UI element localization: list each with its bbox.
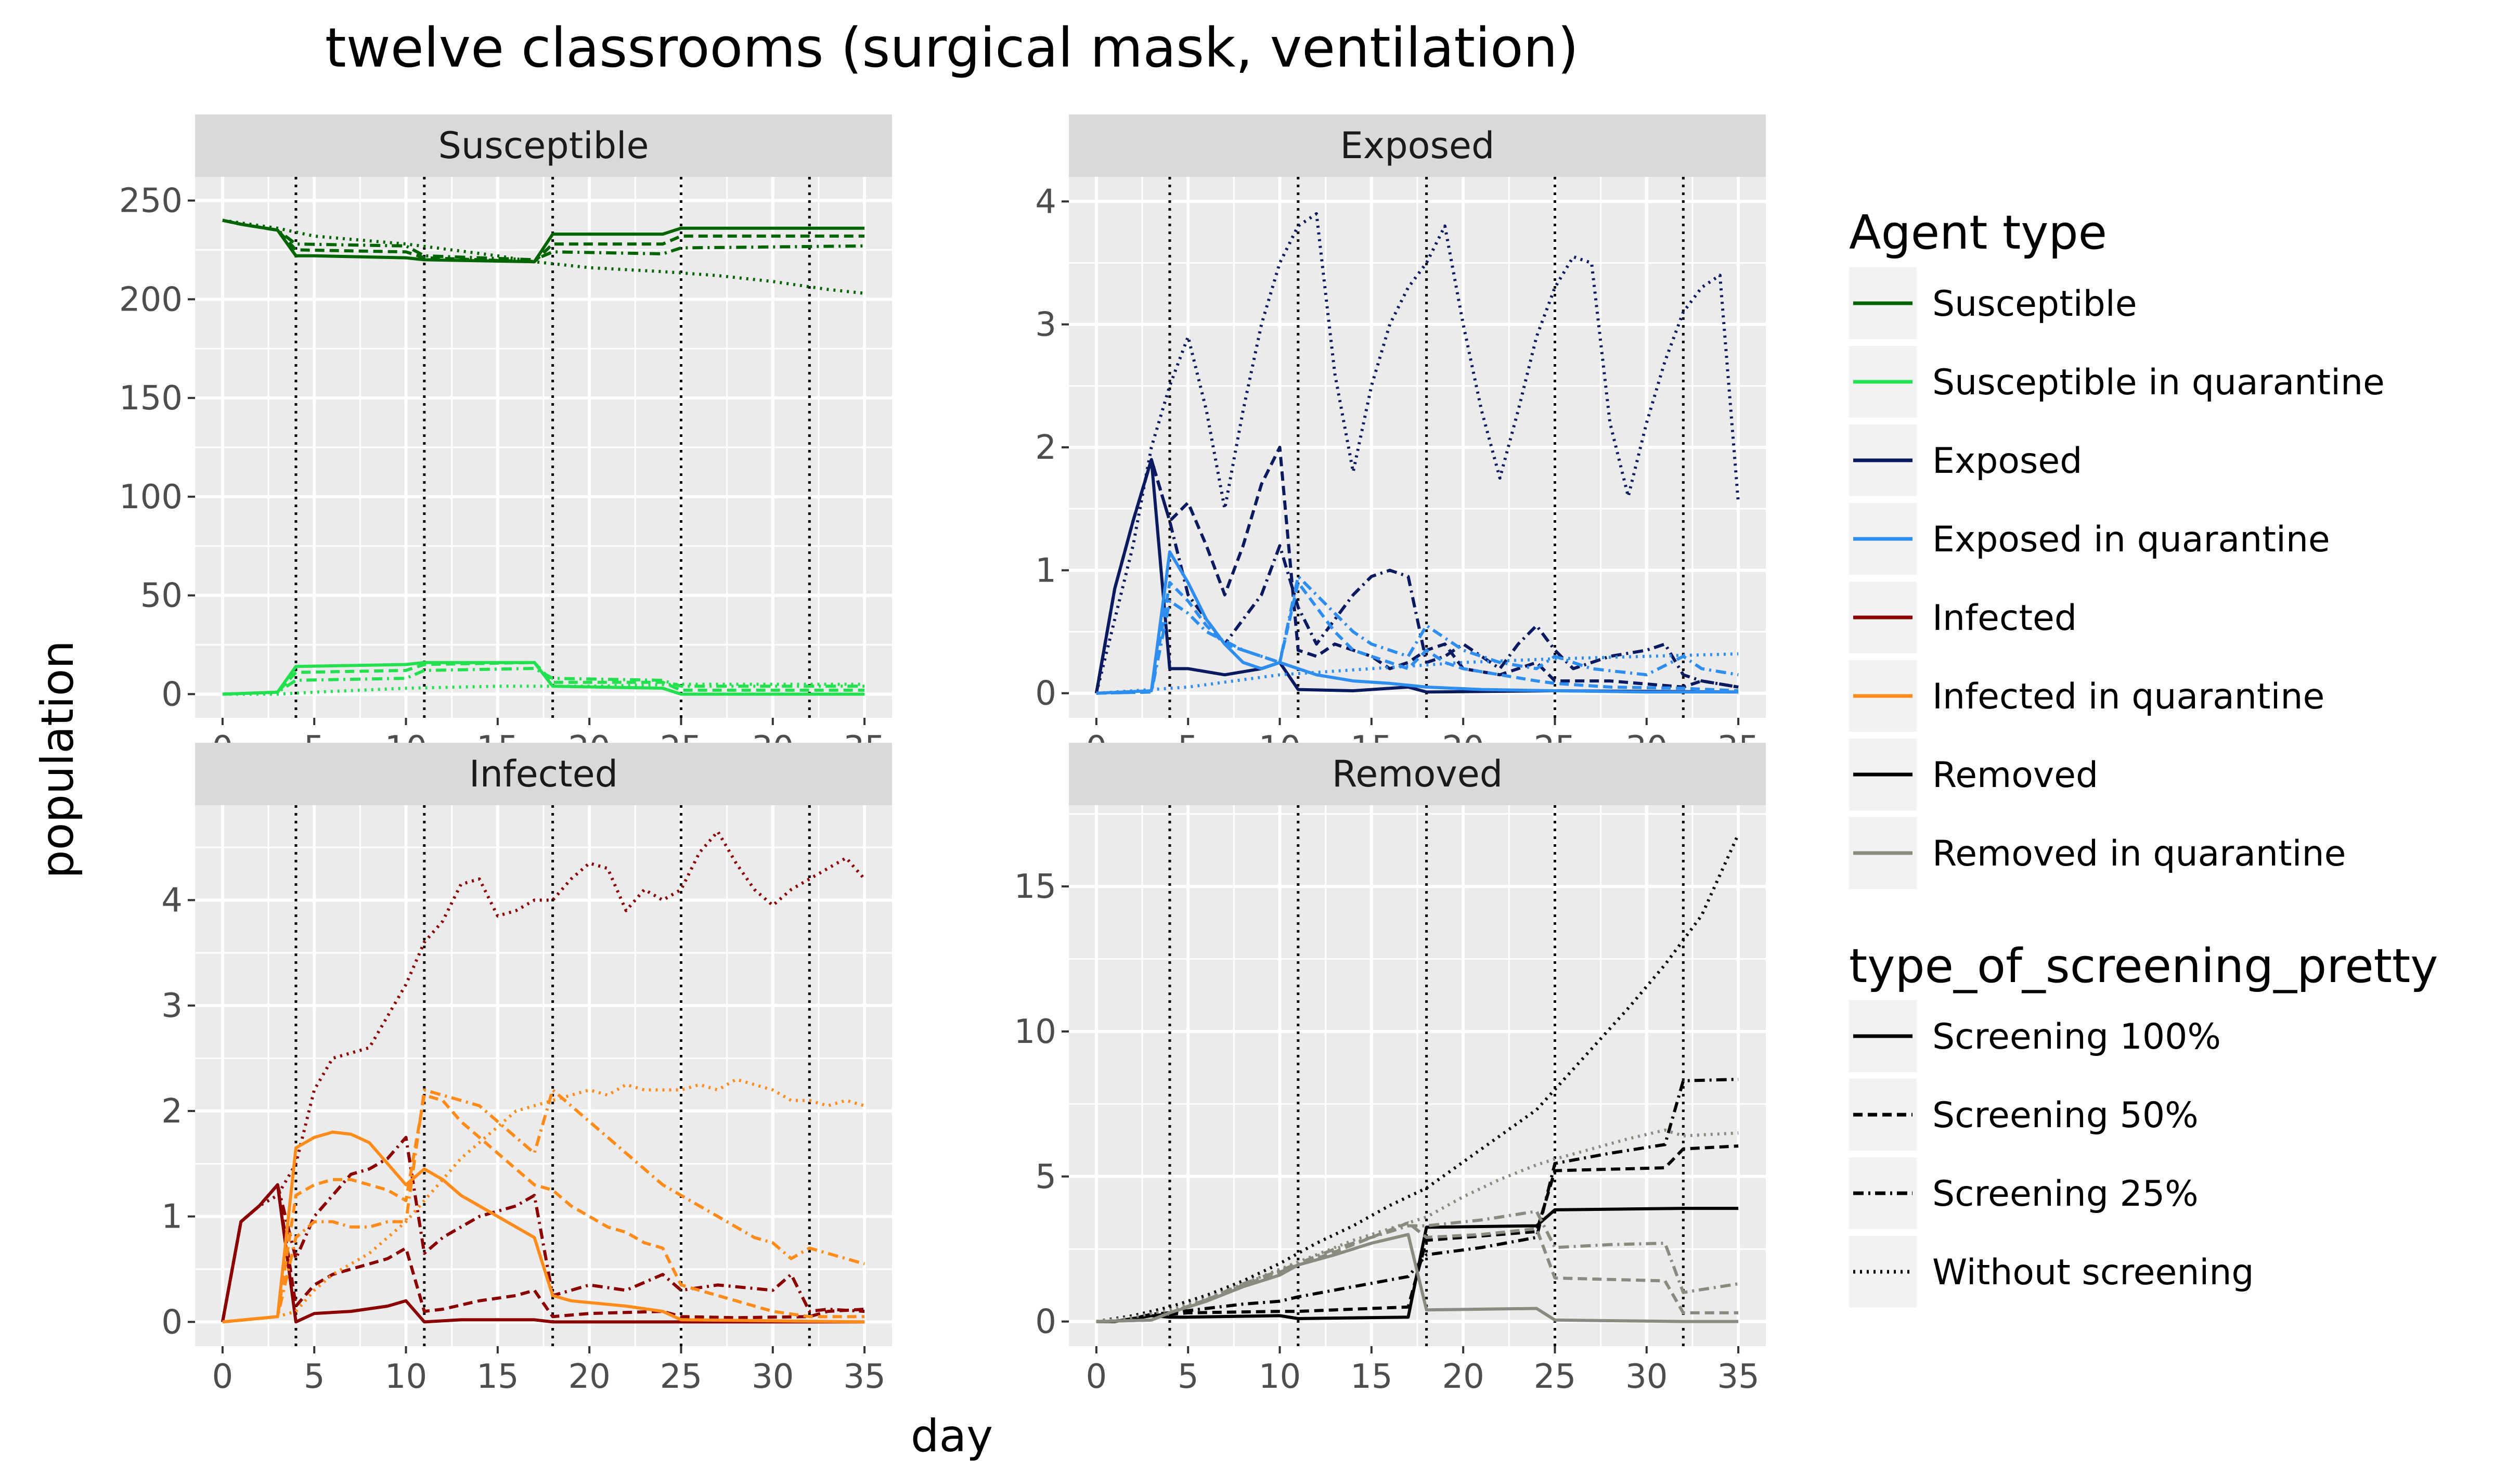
series-susceptible-in-quarantine-screening-50pct xyxy=(222,661,865,696)
series-removed-in-quarantine-screening-25pct xyxy=(1096,1209,1739,1323)
facet-title: Susceptible xyxy=(438,124,649,167)
facet-strip xyxy=(195,114,892,177)
legend-label: Exposed in quarantine xyxy=(1932,519,2330,560)
facet-title: Infected xyxy=(469,753,618,795)
series-removed-screening-50pct xyxy=(1096,1144,1739,1323)
figure-title: twelve classrooms (surgical mask, ventil… xyxy=(325,16,1579,80)
facet-removed: Removed 0 5 10 15 20 25 30 35 0 5 10 15 xyxy=(1014,743,1766,1396)
legend-item-removed: Removed xyxy=(1849,739,2098,810)
legend-item-exposed-in-quarantine: Exposed in quarantine xyxy=(1849,503,2330,575)
legend-agent-title: Agent type xyxy=(1849,205,2107,260)
x-tick-label: 35 xyxy=(1717,1358,1759,1396)
y-tick-label: 50 xyxy=(140,577,183,615)
legend-item-susceptible-in-quarantine: Susceptible in quarantine xyxy=(1849,346,2385,418)
legend-label: Infected in quarantine xyxy=(1932,676,2324,717)
facet-strip xyxy=(195,743,892,805)
legend-item-without-screening: Without screening xyxy=(1849,1236,2254,1308)
series-removed-without-screening xyxy=(1096,833,1740,1323)
legend-item-screening-100pct: Screening 100% xyxy=(1849,1000,2221,1072)
facet-title: Removed xyxy=(1332,753,1503,795)
y-tick-label: 250 xyxy=(119,182,183,221)
y-tick-label: 1 xyxy=(161,1198,183,1236)
y-tick-label: 0 xyxy=(1035,675,1056,713)
facet-title: Exposed xyxy=(1340,124,1495,167)
x-tick-label: 15 xyxy=(476,1358,519,1396)
x-tick-label: 0 xyxy=(1086,1358,1107,1396)
y-axis-label: population xyxy=(32,640,84,879)
facet-panels: Susceptible05101520253035050100150200250… xyxy=(119,114,1766,1396)
facet-infected: Infected 0 5 10 15 20 25 30 35 0 1 2 3 4 xyxy=(161,743,892,1396)
series-infected-in-quarantine-screening-25pct xyxy=(222,1088,865,1324)
legend-label: Screening 50% xyxy=(1932,1095,2199,1136)
y-tick-label: 3 xyxy=(161,987,183,1025)
legend-item-screening-25pct: Screening 25% xyxy=(1849,1157,2199,1229)
y-tick-label: 3 xyxy=(1035,306,1056,344)
y-tick-label: 0 xyxy=(161,1303,183,1341)
legend-label: Susceptible xyxy=(1932,283,2137,325)
x-tick-label: 5 xyxy=(1178,1358,1199,1396)
facet-susceptible: Susceptible05101520253035050100150200250 xyxy=(119,114,892,768)
x-tick-label: 5 xyxy=(304,1358,325,1396)
legend-item-susceptible: Susceptible xyxy=(1849,267,2137,339)
x-tick-label: 25 xyxy=(1534,1358,1576,1396)
y-tick-label: 200 xyxy=(119,280,183,319)
x-tick-label: 20 xyxy=(568,1358,610,1396)
x-tick-label: 30 xyxy=(752,1358,794,1396)
legend-item-infected-in-quarantine: Infected in quarantine xyxy=(1849,660,2324,732)
facet-exposed: Exposed0510152025303501234 xyxy=(1035,114,1766,768)
facet-strip xyxy=(1069,114,1766,177)
y-tick-label: 0 xyxy=(161,675,183,714)
series-exposed-screening-25pct xyxy=(1094,458,1739,694)
series-exposed-in-quarantine-screening-100pct xyxy=(1096,550,1739,695)
x-tick-label: 25 xyxy=(660,1358,702,1396)
x-tick-label: 35 xyxy=(843,1358,885,1396)
series-susceptible-screening-50pct xyxy=(222,218,865,264)
series-infected-in-quarantine-screening-100pct xyxy=(222,1130,865,1324)
y-tick-label: 10 xyxy=(1014,1013,1056,1051)
legend-item-infected: Infected xyxy=(1849,582,2077,653)
x-tick-label: 15 xyxy=(1350,1358,1392,1396)
legend-label: Exposed xyxy=(1932,441,2082,482)
facet-strip xyxy=(1069,743,1766,805)
y-tick-label: 150 xyxy=(119,379,183,418)
x-tick-label: 0 xyxy=(212,1358,234,1396)
y-tick-label: 5 xyxy=(1035,1158,1056,1196)
y-tick-label: 0 xyxy=(1035,1303,1056,1341)
legend-agent-items: Susceptible Susceptible in quarantine Expo… xyxy=(1849,267,2385,889)
x-tick-label: 10 xyxy=(385,1358,427,1396)
x-tick-label: 20 xyxy=(1442,1358,1484,1396)
series-exposed-in-quarantine-screening-50pct xyxy=(1096,581,1739,695)
series-exposed-in-quarantine-screening-25pct xyxy=(1096,575,1739,695)
y-tick-label: 1 xyxy=(1035,551,1056,590)
legend-screening-items: Screening 100% Screening 50% Screening 25%… xyxy=(1849,1000,2254,1308)
legend-item-screening-50pct: Screening 50% xyxy=(1849,1079,2199,1151)
legend-label: Infected xyxy=(1932,598,2077,639)
x-axis-label: day xyxy=(911,1410,993,1462)
series-susceptible-in-quarantine-screening-25pct xyxy=(222,667,865,696)
legend-item-removed-in-quarantine: Removed in quarantine xyxy=(1849,817,2346,889)
legend-screening-title: type_of_screening_pretty xyxy=(1849,939,2438,993)
series-removed-screening-100pct xyxy=(1096,1207,1739,1323)
legend-label: Without screening xyxy=(1932,1252,2254,1293)
legend-label: Screening 100% xyxy=(1932,1016,2221,1057)
y-tick-label: 100 xyxy=(119,478,183,517)
legend-label: Removed xyxy=(1932,755,2098,796)
legend-label: Susceptible in quarantine xyxy=(1932,362,2385,403)
x-tick-label: 30 xyxy=(1625,1358,1668,1396)
legend-key xyxy=(1849,1236,1917,1308)
series-infected-screening-50pct xyxy=(221,1183,865,1322)
legend: Agent type Susceptible Susceptible in qua… xyxy=(1849,205,2438,1308)
x-tick-label: 10 xyxy=(1259,1358,1301,1396)
y-tick-label: 2 xyxy=(1035,429,1056,467)
legend-item-exposed: Exposed xyxy=(1849,424,2082,496)
y-tick-label: 2 xyxy=(161,1092,183,1131)
y-tick-label: 15 xyxy=(1014,868,1056,906)
legend-label: Screening 25% xyxy=(1932,1173,2199,1215)
legend-label: Removed in quarantine xyxy=(1932,833,2346,874)
y-tick-label: 4 xyxy=(1035,183,1056,221)
y-tick-label: 4 xyxy=(161,881,183,920)
